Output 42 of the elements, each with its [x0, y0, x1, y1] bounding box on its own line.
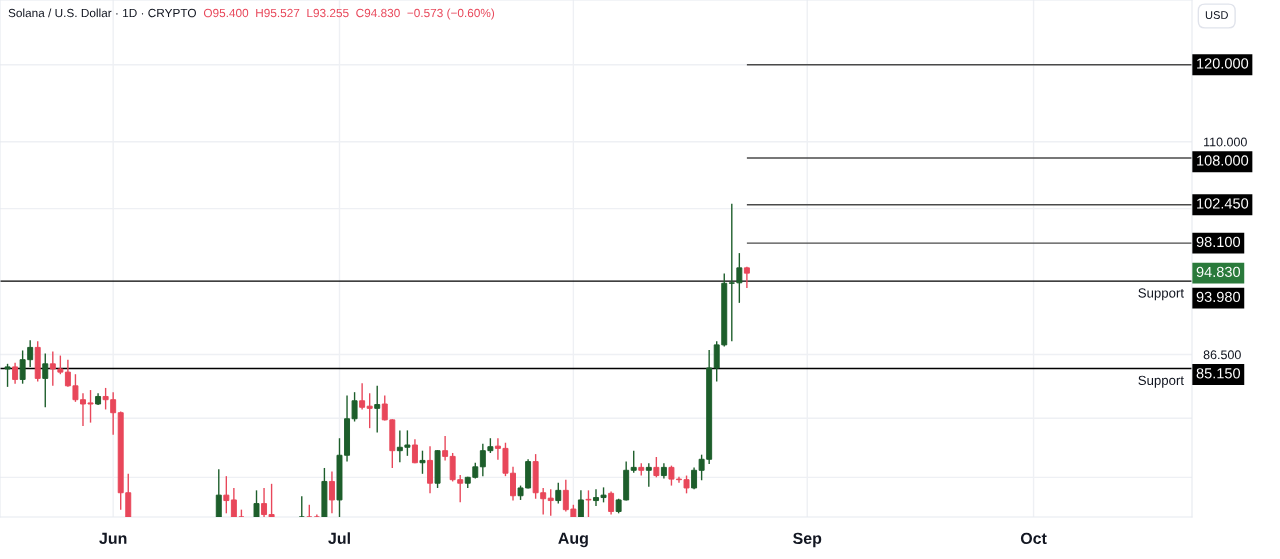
- data-label: 85.150: [1196, 368, 1241, 379]
- candlestick: [608, 490, 615, 516]
- candlestick: [366, 392, 373, 429]
- x-tick-label: Sep: [793, 532, 822, 548]
- text: 94.830: [1196, 266, 1241, 278]
- y-tick-label: 86.500: [1203, 350, 1241, 360]
- candlestick: [359, 382, 366, 411]
- candlestick: [577, 489, 584, 517]
- x-tick-label: Jul: [328, 532, 350, 545]
- candlestick: [298, 495, 305, 517]
- text: O95.400 H95.527 L93.255 C94.830 −0.573 (−0.60%): [203, 8, 495, 20]
- data-label: 120.000: [1197, 58, 1249, 69]
- candlestick: [4, 363, 11, 388]
- candlestick: [42, 352, 49, 408]
- legend-label: Support: [1138, 288, 1184, 301]
- candlestick: [427, 445, 433, 495]
- candlestick: [555, 481, 562, 505]
- legend-label: Support: [1138, 375, 1184, 388]
- data-label: 98.100: [1196, 236, 1241, 248]
- x-tick-label: Oct: [1020, 532, 1047, 545]
- candlestick: [585, 489, 592, 517]
- candlestick: [374, 385, 381, 434]
- candlestick: [223, 475, 230, 515]
- data-label: 102.450: [1197, 198, 1249, 209]
- candlestick: [230, 487, 237, 517]
- candlestick: [630, 449, 637, 474]
- text: Solana / U.S. Dollar · 1D · CRYPTO: [8, 8, 196, 18]
- candlestick: [12, 362, 19, 385]
- x-tick-label: Jun: [99, 532, 127, 545]
- data-label: 93.980: [1196, 291, 1241, 303]
- candlestick: [419, 449, 426, 475]
- candlestick: [442, 435, 449, 462]
- candlestick: [253, 489, 260, 517]
- data-label: 108.000: [1197, 155, 1249, 166]
- candlestick: [215, 468, 222, 517]
- text: USD: [1205, 11, 1228, 19]
- candlestick: [653, 456, 660, 479]
- candlestick: [645, 462, 652, 488]
- candlestick: [328, 470, 335, 515]
- x-tick-label: Aug: [558, 532, 588, 548]
- y-tick-label: 110.000: [1204, 137, 1247, 147]
- candlestick: [547, 488, 554, 517]
